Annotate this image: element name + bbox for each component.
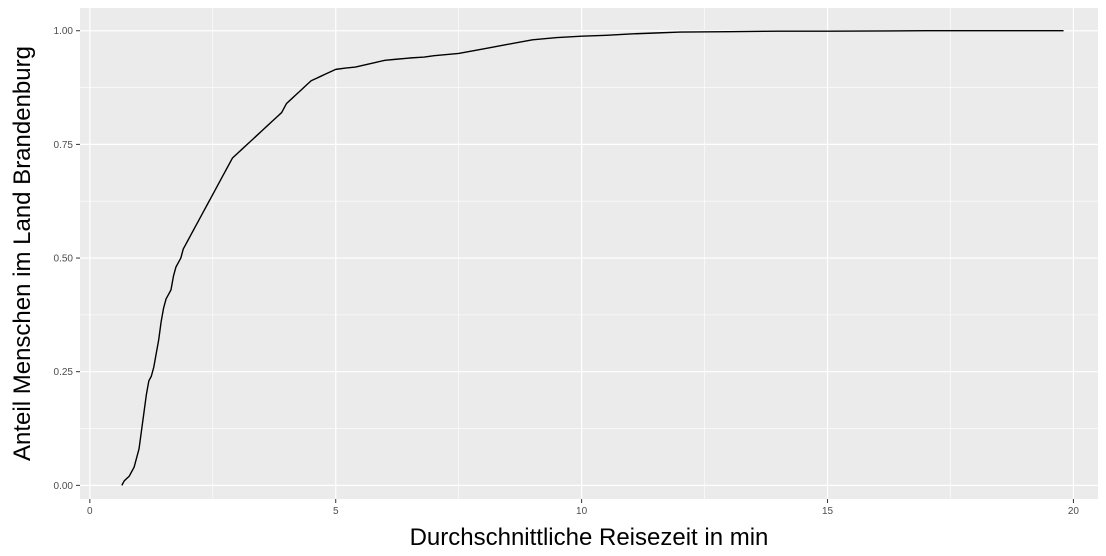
y-tick-label: 1.00 [54, 26, 74, 37]
y-axis-title: Anteil Menschen im Land Brandenburg [9, 46, 36, 461]
x-tick-label: 10 [576, 506, 588, 517]
x-tick-label: 5 [333, 506, 339, 517]
y-tick-label: 0.00 [54, 481, 74, 492]
x-axis-title: Durchschnittliche Reisezeit in min [410, 524, 769, 551]
x-tick-label: 0 [87, 506, 93, 517]
y-tick-label: 0.75 [54, 140, 74, 151]
x-axis-ticks: 0 5 10 15 20 [87, 499, 1079, 517]
y-tick-label: 0.50 [54, 254, 74, 265]
x-tick-label: 20 [1068, 506, 1080, 517]
plot-panel [80, 8, 1098, 499]
y-axis-ticks: 0.00 0.25 0.50 0.75 1.00 [54, 26, 80, 492]
y-tick-label: 0.25 [54, 367, 74, 378]
x-tick-label: 15 [822, 506, 834, 517]
